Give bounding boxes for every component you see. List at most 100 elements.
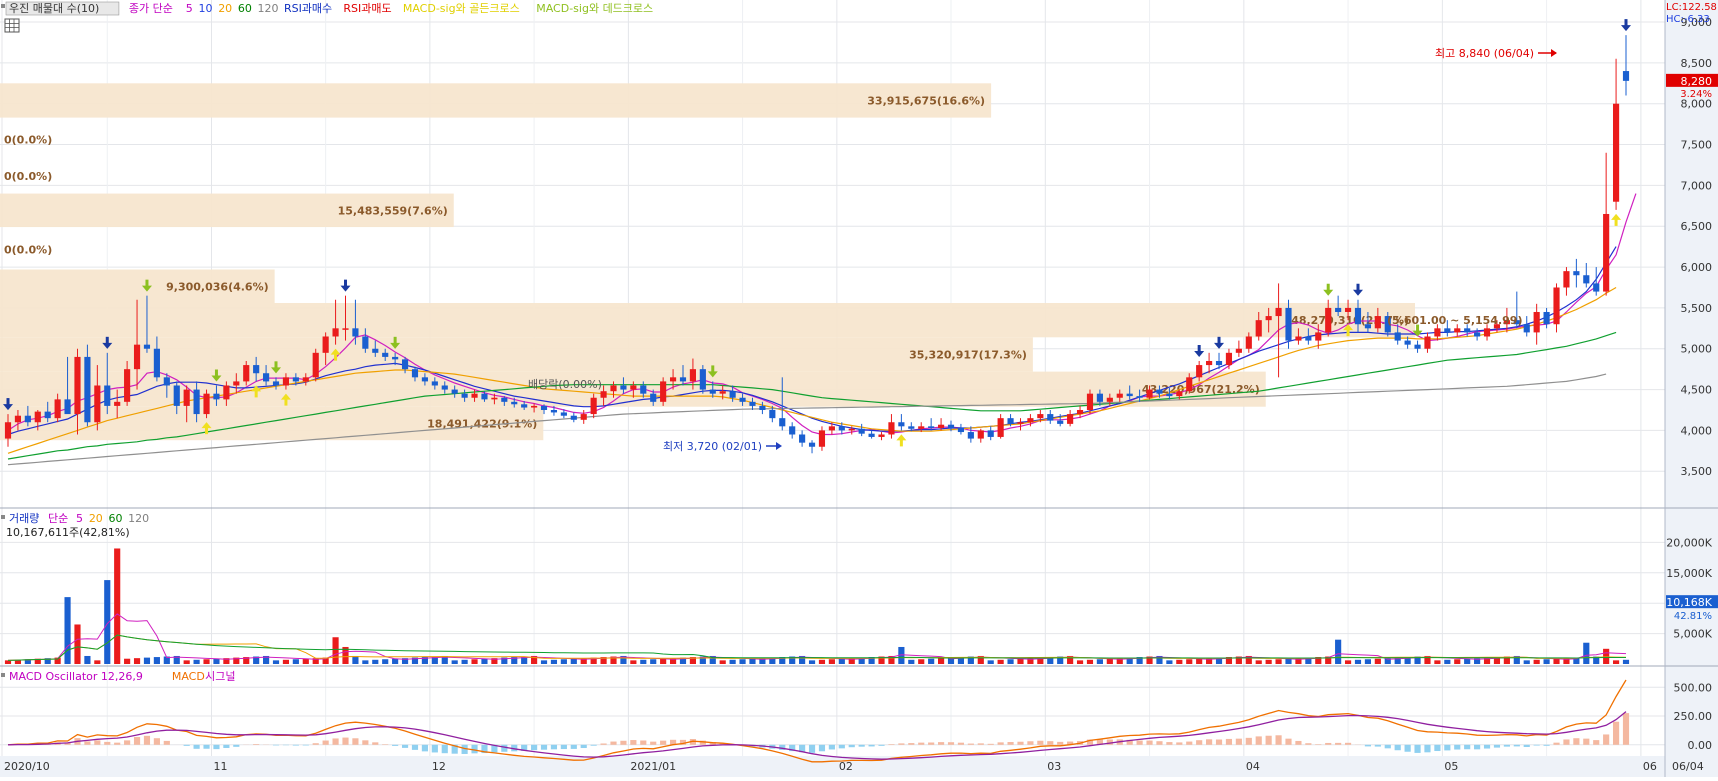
candle-body[interactable] [263,373,269,381]
candle-body[interactable] [1454,328,1460,332]
candle-body[interactable] [114,402,120,406]
volume-bar[interactable] [1107,659,1113,664]
candle-body[interactable] [1444,328,1450,332]
candle-body[interactable] [35,412,41,423]
legend-item[interactable]: 우진 매물대 수(10) [9,2,99,15]
legend-item[interactable]: 20 [218,2,232,15]
candle-body[interactable] [571,416,577,420]
candle-body[interactable] [898,422,904,426]
volume-bar[interactable] [1613,660,1619,664]
candle-body[interactable] [660,381,666,401]
candle-body[interactable] [720,391,726,393]
candle-body[interactable] [878,434,884,436]
candle-body[interactable] [1325,308,1331,333]
candle-body[interactable] [432,381,438,385]
volume-bar[interactable] [1524,660,1530,664]
volume-bar[interactable] [1603,649,1609,664]
candle-body[interactable] [918,426,924,428]
candle-body[interactable] [55,399,61,418]
candle-body[interactable] [372,349,378,353]
volume-bar[interactable] [1087,660,1093,664]
legend-item[interactable]: 5 [76,512,83,525]
volume-bar[interactable] [462,660,468,664]
candle-body[interactable] [1027,418,1033,422]
legend-item[interactable]: 5 [186,2,193,15]
candle-body[interactable] [293,377,299,381]
candle-body[interactable] [591,398,597,414]
candle-body[interactable] [1534,312,1540,332]
candle-body[interactable] [253,365,259,373]
candle-body[interactable] [144,345,150,349]
volume-bar[interactable] [1166,660,1172,664]
candle-body[interactable] [749,402,755,406]
legend-item[interactable]: 20 [89,512,103,525]
candle-body[interactable] [1275,308,1281,316]
candle-body[interactable] [1295,336,1301,340]
volume-bar[interactable] [1464,659,1470,664]
volume-bar[interactable] [571,659,577,664]
candle-body[interactable] [233,381,239,385]
candle-body[interactable] [958,428,964,432]
candle-body[interactable] [601,391,607,398]
candle-body[interactable] [759,406,765,410]
legend-item[interactable]: MACD-sig와 데드크로스 [536,2,653,15]
candle-body[interactable] [1544,312,1550,324]
candle-body[interactable] [283,377,289,385]
candle-body[interactable] [124,369,130,402]
candle-body[interactable] [134,345,140,370]
candle-body[interactable] [610,385,616,391]
candle-body[interactable] [422,377,428,381]
volume-bar[interactable] [134,658,140,664]
candle-body[interactable] [1553,287,1559,324]
volume-bar[interactable] [650,659,656,664]
legend-item[interactable]: MACD Oscillator 12,26,9 [9,670,143,683]
volume-bar[interactable] [1534,660,1540,664]
candle-body[interactable] [1563,271,1569,287]
volume-bar[interactable] [541,660,547,664]
legend-item[interactable]: RSI과매수 [284,2,332,15]
candle-body[interactable] [203,394,209,414]
volume-bar[interactable] [1365,659,1371,664]
candle-body[interactable] [462,394,468,398]
candle-body[interactable] [1355,308,1361,324]
candle-body[interactable] [1097,394,1103,402]
candle-body[interactable] [640,385,646,393]
volume-bar[interactable] [372,660,378,664]
candle-body[interactable] [323,336,329,352]
candle-body[interactable] [471,394,477,398]
volume-bar[interactable] [194,660,200,664]
volume-bar[interactable] [1266,660,1272,664]
candle-body[interactable] [1464,328,1470,332]
candle-body[interactable] [839,426,845,430]
candle-body[interactable] [1196,365,1202,377]
candle-body[interactable] [174,385,180,405]
volume-bar[interactable] [829,659,835,664]
legend-item[interactable]: RSI과매도 [343,2,391,15]
candle-body[interactable] [1146,390,1152,398]
candle-body[interactable] [869,434,875,437]
volume-bar[interactable] [1017,659,1023,664]
volume-bar[interactable] [1176,660,1182,664]
candle-body[interactable] [551,410,557,412]
legend-item[interactable]: 60 [238,2,252,15]
volume-bar[interactable] [1355,660,1361,664]
candle-body[interactable] [809,443,815,447]
volume-bar[interactable] [392,659,398,664]
candle-body[interactable] [243,365,249,381]
legend-item[interactable]: MACD [172,670,205,683]
candle-body[interactable] [779,418,785,426]
volume-bar[interactable] [1007,659,1013,664]
candle-body[interactable] [1315,332,1321,340]
volume-bar[interactable] [184,660,190,664]
candle-body[interactable] [194,390,200,415]
volume-bar[interactable] [293,659,299,664]
legend-item[interactable]: 단순 [48,512,68,525]
candle-body[interactable] [402,359,408,369]
volume-bar[interactable] [1077,660,1083,664]
candle-body[interactable] [1573,271,1579,275]
legend-item[interactable]: 10 [199,2,213,15]
volume-bar[interactable] [283,660,289,664]
candle-body[interactable] [104,385,110,405]
volume-bar[interactable] [273,660,279,664]
candle-body[interactable] [382,353,388,357]
